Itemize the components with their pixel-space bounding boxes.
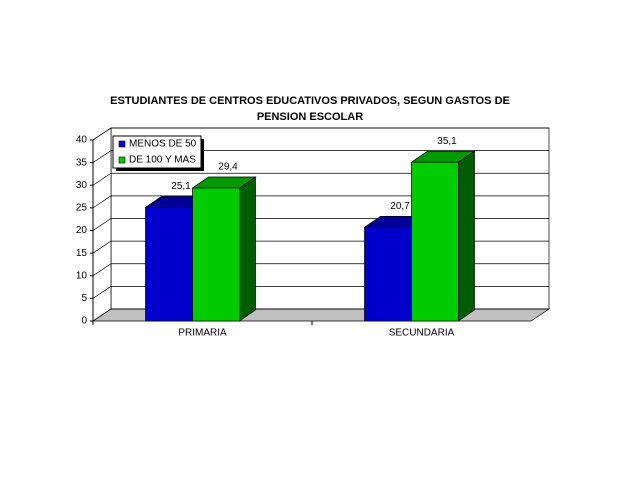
y-tick-label: 40	[76, 135, 88, 146]
grid-line	[92, 150, 549, 163]
legend-swatch	[118, 140, 126, 148]
grid-line	[92, 172, 549, 186]
value-label: 35,1	[437, 136, 457, 147]
y-tick-label: 15	[76, 248, 88, 259]
grid-line	[92, 127, 549, 141]
bar-side	[458, 150, 475, 322]
bar	[145, 207, 193, 322]
y-tick-label: 10	[76, 270, 88, 281]
bar	[411, 161, 459, 322]
x-tick-label: PRIMARIA	[178, 328, 227, 339]
y-tick-label: 0	[81, 316, 87, 327]
chart-title: ESTUDIANTES DE CENTROS EDUCATIVOS PRIVAD…	[110, 95, 510, 123]
y-tick-label: 35	[76, 157, 88, 168]
x-tick-label: SECUNDARIA	[389, 328, 455, 339]
legend-swatch	[118, 156, 126, 164]
value-label: 20,7	[390, 201, 410, 212]
y-tick-label: 30	[76, 180, 88, 191]
bar	[364, 226, 412, 322]
value-label: 25,1	[171, 181, 191, 192]
legend: MENOS DE 50 DE 100 Y MAS	[112, 135, 204, 171]
bar-side	[239, 176, 256, 322]
y-tick-label: 25	[76, 203, 88, 214]
bar	[192, 187, 240, 322]
y-tick-label: 5	[81, 293, 87, 304]
legend-label: MENOS DE 50	[129, 139, 197, 150]
grid-line	[92, 195, 549, 209]
y-tick-label: 20	[76, 225, 88, 236]
value-label: 29,4	[218, 162, 238, 173]
legend-box	[112, 135, 202, 169]
legend-label: DE 100 Y MAS	[129, 155, 196, 166]
